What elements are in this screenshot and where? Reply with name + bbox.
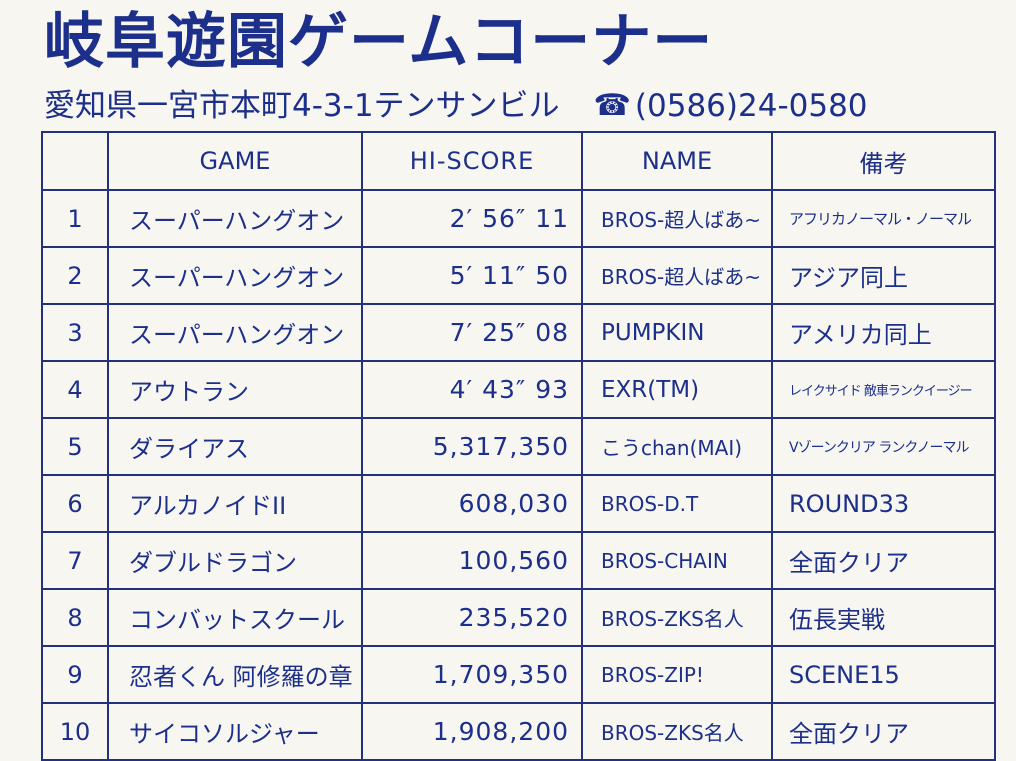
note-cell: アフリカノーマル・ノーマル bbox=[771, 189, 996, 248]
rank-cell: 2 bbox=[41, 246, 109, 305]
phone-number: (0586)24-0580 bbox=[634, 88, 868, 124]
page-title: 岐阜遊園ゲームコーナー bbox=[44, 7, 714, 77]
note-cell: レイクサイド 敵車ランクイージー bbox=[771, 360, 996, 419]
score-cell: 1,908,200 bbox=[361, 702, 583, 761]
table-row: 1 スーパーハングオン 2′ 56″ 11 BROS-超人ばあ~ アフリカノーマ… bbox=[41, 189, 996, 248]
table-row: 4 アウトラン 4′ 43″ 93 EXR(TM) レイクサイド 敵車ランクイー… bbox=[41, 360, 996, 419]
game-cell: アウトラン bbox=[107, 360, 363, 419]
game-cell: ダライアス bbox=[107, 417, 363, 476]
name-cell: EXR(TM) bbox=[581, 360, 773, 419]
column-header-game: GAME bbox=[107, 131, 363, 191]
name-cell: BROS-D.T bbox=[581, 474, 773, 533]
table-row: 10 サイコソルジャー 1,908,200 BROS-ZKS名人 全面クリア bbox=[41, 702, 996, 761]
game-cell: スーパーハングオン bbox=[107, 303, 363, 362]
score-cell: 4′ 43″ 93 bbox=[361, 360, 583, 419]
note-cell: アジア同上 bbox=[771, 246, 996, 305]
note-cell: アメリカ同上 bbox=[771, 303, 996, 362]
name-cell: BROS-CHAIN bbox=[581, 531, 773, 590]
score-cell: 5,317,350 bbox=[361, 417, 583, 476]
note-cell: Vゾーンクリア ランクノーマル bbox=[771, 417, 996, 476]
name-cell: こうchan(MAI) bbox=[581, 417, 773, 476]
name-cell: BROS-超人ばあ~ bbox=[581, 246, 773, 305]
rank-cell: 3 bbox=[41, 303, 109, 362]
rank-cell: 4 bbox=[41, 360, 109, 419]
table-row: 3 スーパーハングオン 7′ 25″ 08 PUMPKIN アメリカ同上 bbox=[41, 303, 996, 362]
high-score-table: GAME HI-SCORE NAME 備考 1 スーパーハングオン 2′ 56″… bbox=[41, 131, 996, 761]
address: 愛知県一宮市本町4-3-1テンサンビル bbox=[44, 88, 560, 124]
name-cell: BROS-ZIP! bbox=[581, 645, 773, 704]
score-cell: 2′ 56″ 11 bbox=[361, 189, 583, 248]
phone-block: ☎ (0586)24-0580 bbox=[594, 84, 868, 128]
note-cell: 伍長実戦 bbox=[771, 588, 996, 647]
score-cell: 235,520 bbox=[361, 588, 583, 647]
game-cell: ダブルドラゴン bbox=[107, 531, 363, 590]
note-cell: ROUND33 bbox=[771, 474, 996, 533]
name-cell: BROS-ZKS名人 bbox=[581, 702, 773, 761]
game-cell: スーパーハングオン bbox=[107, 189, 363, 248]
note-cell: SCENE15 bbox=[771, 645, 996, 704]
column-header-rank bbox=[41, 131, 109, 191]
game-cell: サイコソルジャー bbox=[107, 702, 363, 761]
rank-cell: 8 bbox=[41, 588, 109, 647]
rank-cell: 5 bbox=[41, 417, 109, 476]
name-cell: BROS-超人ばあ~ bbox=[581, 189, 773, 248]
note-cell: 全面クリア bbox=[771, 531, 996, 590]
score-cell: 7′ 25″ 08 bbox=[361, 303, 583, 362]
column-header-name: NAME bbox=[581, 131, 773, 191]
table-header-row: GAME HI-SCORE NAME 備考 bbox=[41, 131, 996, 191]
score-cell: 608,030 bbox=[361, 474, 583, 533]
rank-cell: 9 bbox=[41, 645, 109, 704]
name-cell: PUMPKIN bbox=[581, 303, 773, 362]
rank-cell: 1 bbox=[41, 189, 109, 248]
table-row: 5 ダライアス 5,317,350 こうchan(MAI) Vゾーンクリア ラン… bbox=[41, 417, 996, 476]
table-row: 7 ダブルドラゴン 100,560 BROS-CHAIN 全面クリア bbox=[41, 531, 996, 590]
rank-cell: 10 bbox=[41, 702, 109, 761]
table-row: 9 忍者くん 阿修羅の章 1,709,350 BROS-ZIP! SCENE15 bbox=[41, 645, 996, 704]
rank-cell: 6 bbox=[41, 474, 109, 533]
telephone-icon: ☎ bbox=[593, 88, 631, 123]
score-cell: 1,709,350 bbox=[361, 645, 583, 704]
rank-cell: 7 bbox=[41, 531, 109, 590]
column-header-notes: 備考 bbox=[771, 131, 996, 191]
table-row: 2 スーパーハングオン 5′ 11″ 50 BROS-超人ばあ~ アジア同上 bbox=[41, 246, 996, 305]
game-cell: スーパーハングオン bbox=[107, 246, 363, 305]
note-cell: 全面クリア bbox=[771, 702, 996, 761]
address-line: 愛知県一宮市本町4-3-1テンサンビル ☎ (0586)24-0580 bbox=[44, 84, 868, 128]
column-header-hi-score: HI-SCORE bbox=[361, 131, 583, 191]
table-row: 6 アルカノイドII 608,030 BROS-D.T ROUND33 bbox=[41, 474, 996, 533]
game-cell: アルカノイドII bbox=[107, 474, 363, 533]
score-cell: 5′ 11″ 50 bbox=[361, 246, 583, 305]
score-cell: 100,560 bbox=[361, 531, 583, 590]
game-cell: コンバットスクール bbox=[107, 588, 363, 647]
name-cell: BROS-ZKS名人 bbox=[581, 588, 773, 647]
game-cell: 忍者くん 阿修羅の章 bbox=[107, 645, 363, 704]
table-row: 8 コンバットスクール 235,520 BROS-ZKS名人 伍長実戦 bbox=[41, 588, 996, 647]
